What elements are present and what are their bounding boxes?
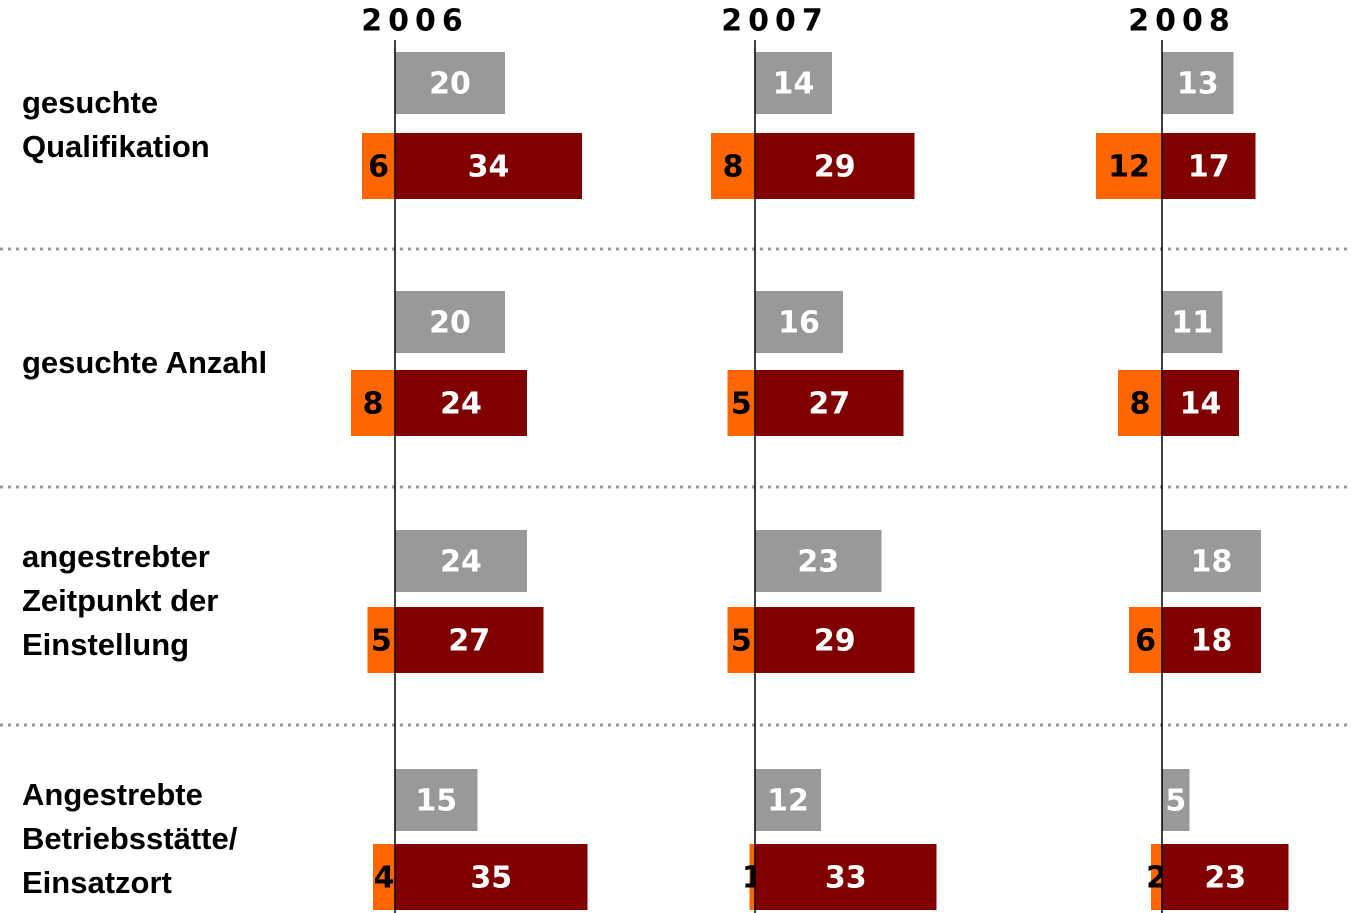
value-label: 29: [814, 624, 856, 659]
value-label: 6: [1135, 624, 1156, 659]
bar: [1162, 52, 1234, 114]
panel-title: 2008: [1128, 4, 1236, 39]
value-label: 15: [415, 784, 457, 819]
value-label: 35: [470, 861, 512, 896]
bar: [755, 291, 843, 353]
value-label: 34: [468, 150, 510, 185]
value-label: 8: [723, 150, 744, 185]
value-label: 11: [1171, 306, 1213, 341]
value-label: 12: [767, 784, 809, 819]
value-label: 5: [731, 387, 752, 422]
category-label: gesuchte Qualifikation: [22, 84, 210, 164]
bar: [373, 844, 395, 910]
bar: [395, 607, 544, 673]
value-label: 27: [448, 624, 490, 659]
value-label: 16: [778, 306, 820, 341]
bar: [755, 370, 904, 436]
bar: [395, 370, 527, 436]
bar: [395, 133, 582, 199]
bar: [727, 370, 755, 436]
bar: [1129, 607, 1162, 673]
category-label: angestrebter Zeitpunkt der Einstellung: [22, 538, 219, 662]
value-label: 5: [731, 624, 752, 659]
value-label: 18: [1191, 545, 1233, 580]
bar: [395, 844, 588, 910]
value-label: 13: [1177, 67, 1219, 102]
bar: [395, 291, 505, 353]
bar: [755, 769, 821, 831]
bar: [1162, 769, 1190, 831]
bar: [1162, 607, 1261, 673]
category-label: gesuchte Anzahl: [22, 344, 268, 380]
bar: [755, 530, 882, 592]
value-label: 5: [1165, 784, 1186, 819]
value-label: 5: [371, 624, 392, 659]
value-label: 23: [797, 545, 839, 580]
value-label: 14: [773, 67, 815, 102]
bar: [1162, 370, 1239, 436]
value-label: 24: [440, 545, 482, 580]
bar: [367, 607, 395, 673]
bar: [1151, 844, 1162, 910]
value-label: 20: [429, 306, 471, 341]
bar: [1096, 133, 1162, 199]
value-label: 24: [440, 387, 482, 422]
bar: [755, 52, 832, 114]
bar: [1162, 133, 1256, 199]
value-label: 8: [1130, 387, 1151, 422]
value-label: 29: [814, 150, 856, 185]
bar: [755, 607, 915, 673]
bar: [1162, 844, 1289, 910]
value-label: 14: [1180, 387, 1222, 422]
bar: [395, 530, 527, 592]
bar: [755, 133, 915, 199]
bar: [1162, 530, 1261, 592]
bar: [395, 52, 505, 114]
bar: [727, 607, 755, 673]
value-label: 23: [1204, 861, 1246, 896]
value-label: 18: [1191, 624, 1233, 659]
bar: [1118, 370, 1162, 436]
value-label: 4: [374, 861, 395, 896]
value-label: 8: [363, 387, 384, 422]
value-label: 17: [1188, 150, 1230, 185]
value-label: 6: [368, 150, 389, 185]
value-label: 27: [808, 387, 850, 422]
panel-title: 2007: [721, 4, 829, 39]
bar: [1162, 291, 1223, 353]
value-label: 12: [1108, 150, 1150, 185]
category-label: Angestrebte Betriebsstätte/ Einsatzort: [22, 776, 238, 900]
bar: [362, 133, 395, 199]
panel-title: 2006: [361, 4, 469, 39]
bar: [395, 769, 478, 831]
bar: [749, 844, 755, 910]
bar: [755, 844, 937, 910]
value-label: 33: [825, 861, 867, 896]
value-label: 20: [429, 67, 471, 102]
bar: [711, 133, 755, 199]
bar: [351, 370, 395, 436]
